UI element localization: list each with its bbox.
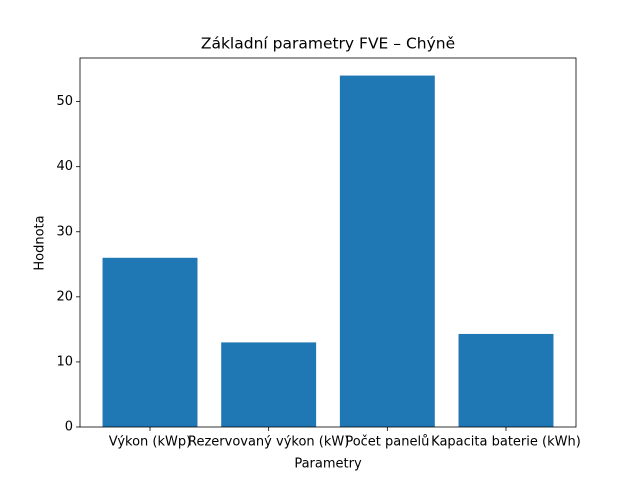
y-tick-label: 0	[65, 420, 73, 435]
bar	[339, 75, 435, 428]
x-tick-label: Počet panelů	[345, 435, 429, 450]
bar	[458, 333, 554, 427]
bar	[102, 257, 198, 427]
y-tick-label: 40	[56, 159, 73, 174]
bar	[221, 342, 317, 427]
x-tick-label: Kapacita baterie (kWh)	[431, 435, 581, 450]
x-tick-label: Rezervovaný výkon (kW)	[188, 435, 349, 450]
y-axis-label: Hodnota	[33, 215, 48, 270]
y-tick-label: 20	[56, 289, 73, 304]
y-tick-label: 50	[56, 94, 73, 109]
y-tick-label: 30	[56, 224, 73, 239]
x-tick-label: Výkon (kWp)	[109, 435, 191, 450]
y-tick-label: 10	[56, 354, 73, 369]
x-axis-label: Parametry	[294, 457, 362, 472]
plot-frame	[79, 57, 577, 428]
chart-title: Základní parametry FVE – Chýně	[201, 35, 455, 53]
